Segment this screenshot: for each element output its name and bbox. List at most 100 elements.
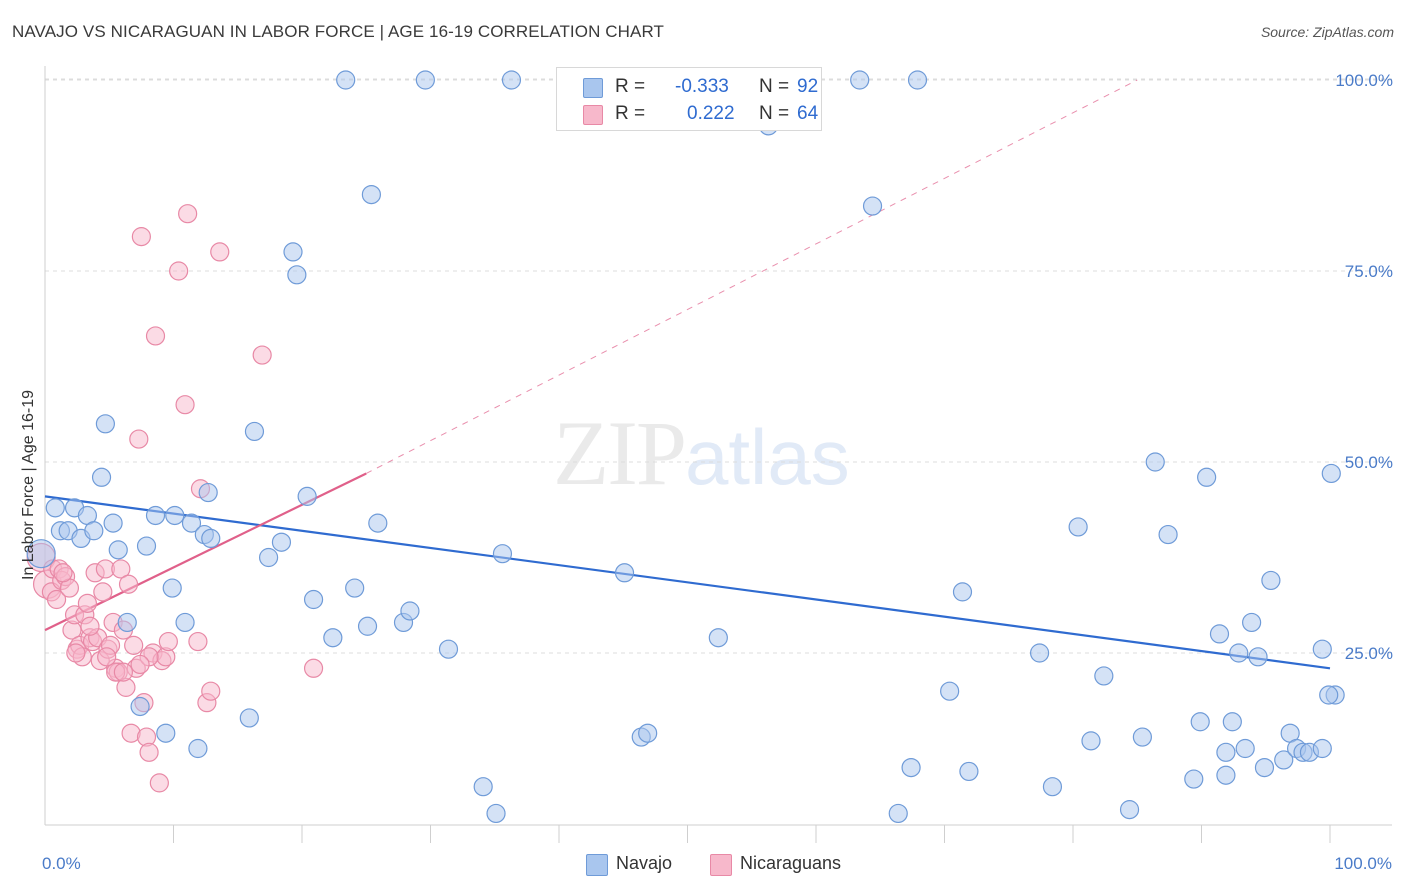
navajo-point <box>1210 625 1228 643</box>
navajo-point <box>1095 667 1113 685</box>
nicaraguans-legend-label: Nicaraguans <box>740 853 841 874</box>
navajo-point <box>138 537 156 555</box>
nicaraguans-point <box>81 617 99 635</box>
navajo-point <box>439 640 457 658</box>
nicaraguans-point <box>132 228 150 246</box>
navajo-swatch <box>583 78 603 98</box>
navajo-point <box>864 197 882 215</box>
navajo-point <box>1121 801 1139 819</box>
navajo-point <box>96 415 114 433</box>
nicaraguans-point <box>120 575 138 593</box>
navajo-point <box>1313 740 1331 758</box>
navajo-trend-line <box>45 496 1330 668</box>
navajo-point <box>502 71 520 89</box>
navajo-point <box>157 724 175 742</box>
navajo-point <box>199 484 217 502</box>
navajo-point <box>202 529 220 547</box>
tick-labels: 25.0% 50.0% 75.0% 100.0% 0.0% 100.0% <box>42 71 1393 873</box>
navajo-point <box>487 804 505 822</box>
nicaraguans-point <box>305 659 323 677</box>
correlation-legend: R = -0.333 N = 92 R = 0.222 N = 64 <box>556 67 822 131</box>
navajo-point <box>941 682 959 700</box>
nicaraguans-point <box>189 633 207 651</box>
navajo-point <box>1217 766 1235 784</box>
navajo-point <box>1043 778 1061 796</box>
y-axis-label-text: In Labor Force | Age 16-19 <box>20 390 38 580</box>
y-tick-label: 50.0% <box>1345 453 1393 472</box>
navajo-point <box>1230 644 1248 662</box>
navajo-point <box>1198 468 1216 486</box>
navajo-point <box>851 71 869 89</box>
navajo-point <box>1217 743 1235 761</box>
navajo-point <box>1236 740 1254 758</box>
navajo-point <box>305 591 323 609</box>
navajo-point <box>909 71 927 89</box>
navajo-point <box>359 617 377 635</box>
navajo-point <box>1255 759 1273 777</box>
navajo-point <box>1249 648 1267 666</box>
navajo-point <box>109 541 127 559</box>
navajo-point <box>118 613 136 631</box>
navajo-point <box>960 762 978 780</box>
navajo-point <box>346 579 364 597</box>
n-value-navajo: 92 <box>797 76 818 98</box>
navajo-point <box>1133 728 1151 746</box>
navajo-point <box>298 487 316 505</box>
r-label: R = <box>615 76 645 98</box>
navajo-point <box>1146 453 1164 471</box>
navajo-point <box>166 506 184 524</box>
n-value-nicaraguans: 64 <box>797 103 818 125</box>
navajo-point <box>1223 713 1241 731</box>
navajo-point <box>85 522 103 540</box>
nicaraguans-point <box>94 583 112 601</box>
nicaraguans-point <box>147 327 165 345</box>
navajo-point <box>163 579 181 597</box>
nicaraguans-point <box>202 682 220 700</box>
navajo-point <box>176 613 194 631</box>
nicaraguans-point <box>125 636 143 654</box>
nicaraguans-point <box>98 648 116 666</box>
nicaraguans-point <box>179 205 197 223</box>
navajo-point <box>337 71 355 89</box>
nicaraguans-point <box>159 633 177 651</box>
navajo-point <box>1320 686 1338 704</box>
navajo-point <box>1191 713 1209 731</box>
navajo-point <box>1243 613 1261 631</box>
navajo-point <box>1313 640 1331 658</box>
nicaraguans-point <box>130 430 148 448</box>
navajo-point <box>953 583 971 601</box>
navajo-point <box>1031 644 1049 662</box>
navajo-point <box>1262 571 1280 589</box>
nicaraguans-point <box>253 346 271 364</box>
navajo-point <box>104 514 122 532</box>
nicaraguans-point <box>54 564 72 582</box>
n-label: N = <box>759 76 789 98</box>
y-tick-label: 75.0% <box>1345 262 1393 281</box>
scatter-chart: 25.0%50.0%75.0%100.0%0.0% 100.0% <box>0 0 1406 892</box>
navajo-point <box>189 740 207 758</box>
navajo-point <box>416 71 434 89</box>
navajo-point <box>147 506 165 524</box>
navajo-point <box>284 243 302 261</box>
navajo-point <box>493 545 511 563</box>
navajo-point <box>272 533 290 551</box>
nicaraguans-point <box>78 594 96 612</box>
navajo-point <box>260 549 278 567</box>
navajo-legend-swatch <box>586 854 608 876</box>
series-legend: Navajo Nicaraguans <box>0 850 1406 880</box>
navajo-point <box>1159 526 1177 544</box>
navajo-legend-label: Navajo <box>616 853 672 874</box>
nicaraguans-point <box>67 644 85 662</box>
nicaraguans-point <box>131 655 149 673</box>
nicaraguans-point <box>114 663 132 681</box>
n-label: N = <box>759 103 789 125</box>
navajo-point <box>1185 770 1203 788</box>
r-label: R = <box>615 103 645 125</box>
trend-lines <box>45 80 1330 668</box>
nicaraguans-point <box>211 243 229 261</box>
y-tick-label: 25.0% <box>1345 644 1393 663</box>
data-points <box>27 71 1344 822</box>
nicaraguans-swatch <box>583 105 603 125</box>
navajo-point <box>1069 518 1087 536</box>
navajo-point <box>245 422 263 440</box>
